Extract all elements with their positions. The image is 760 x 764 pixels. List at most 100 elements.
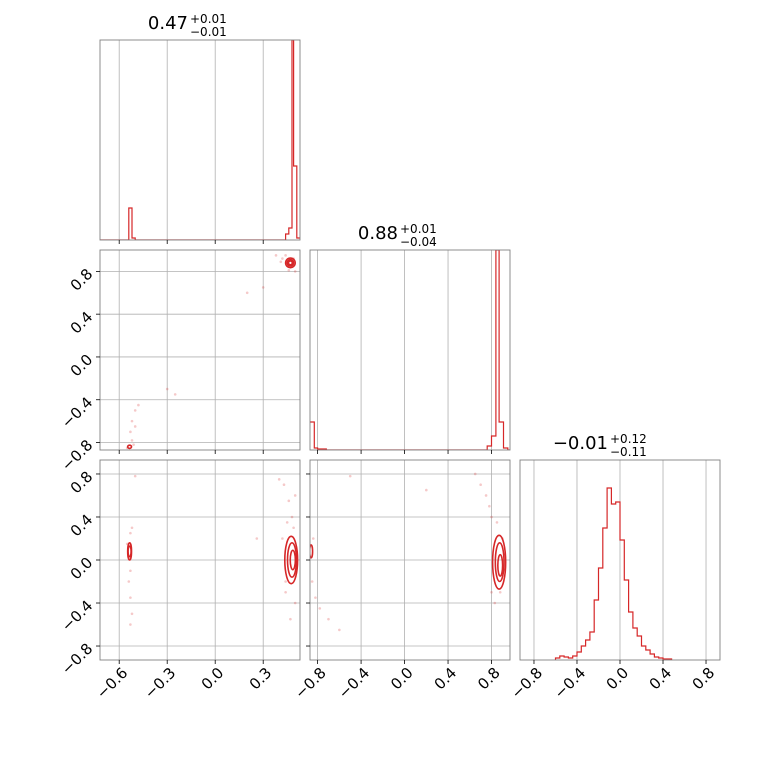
plot-area — [100, 40, 300, 240]
panel-frame — [99, 39, 301, 241]
sample-point — [281, 257, 284, 260]
x-tick-label: −0.3 — [141, 664, 179, 702]
sample-point — [293, 270, 297, 273]
density-contour — [494, 541, 505, 583]
sample-point — [293, 601, 297, 605]
plot-area — [125, 254, 297, 450]
title-lower-error: −0.04 — [400, 235, 437, 249]
sample-point — [173, 393, 177, 396]
sample-point — [245, 291, 249, 295]
density-contour — [284, 535, 299, 585]
plot-area — [310, 472, 507, 632]
y-tick-label: −0.8 — [58, 640, 96, 678]
y-tick-label: 0.8 — [67, 265, 97, 295]
y-tick-label: 0.4 — [67, 308, 97, 338]
sample-point — [129, 531, 132, 535]
sample-point — [473, 472, 477, 476]
histogram-step — [554, 487, 673, 660]
histogram-title: 0.47 +0.01−0.01 — [148, 12, 227, 39]
x-tick-label: −0.4 — [551, 664, 589, 702]
sample-point — [129, 430, 132, 434]
plot-area — [125, 474, 299, 626]
title-lower-error: −0.01 — [190, 25, 227, 39]
sample-point — [277, 478, 281, 481]
title-median: 0.88 — [358, 223, 398, 244]
x-tick-label: −0.4 — [335, 664, 373, 702]
sample-point — [287, 269, 291, 272]
sample-point — [165, 387, 169, 391]
y-tick-label: −0.4 — [58, 597, 96, 635]
histogram-step — [100, 40, 300, 240]
density-contour — [284, 257, 297, 269]
sample-point — [479, 483, 482, 487]
sample-point — [310, 580, 314, 583]
sample-point — [338, 628, 341, 632]
sample-point — [130, 439, 134, 442]
sample-point — [261, 286, 265, 289]
panel-scatter-1-0: −0.8 −0.4 0.0 0.4 0.8 — [58, 249, 301, 475]
sample-point — [318, 607, 322, 610]
sample-point — [129, 623, 132, 626]
sample-point — [495, 521, 499, 524]
sample-point — [490, 590, 493, 594]
y-tick-label: 0.0 — [67, 351, 97, 381]
panel-frame — [309, 249, 511, 451]
y-tick-label: −0.8 — [58, 436, 96, 474]
histogram-step — [310, 250, 510, 450]
sample-point — [129, 569, 132, 573]
sample-point — [137, 403, 140, 407]
density-contour — [310, 544, 314, 559]
sample-point — [132, 443, 135, 446]
sample-point — [292, 526, 295, 530]
sample-point — [498, 590, 502, 594]
sample-point — [255, 537, 259, 540]
sample-point — [284, 580, 287, 583]
x-tick-label: 0.0 — [603, 664, 633, 694]
density-contour — [497, 553, 504, 577]
sample-point — [284, 254, 287, 257]
sample-point — [130, 612, 134, 616]
sample-point — [133, 409, 137, 412]
sample-point — [293, 494, 297, 497]
sample-point — [130, 419, 134, 423]
sample-point — [284, 590, 287, 594]
density-contour — [286, 258, 295, 267]
sample-point — [493, 601, 497, 605]
sample-point — [289, 617, 292, 621]
density-contour — [127, 545, 132, 558]
x-tick-label: 0.3 — [246, 664, 276, 694]
x-tick-label: −0.6 — [93, 664, 131, 702]
plot-area — [554, 487, 673, 660]
density-contour — [287, 260, 294, 266]
panel-scatter-2-1: −0.8 −0.4 0.0 0.4 0.8 — [291, 459, 511, 702]
sample-point — [129, 596, 132, 599]
title-upper-error: +0.12 — [610, 432, 647, 446]
sample-point — [314, 596, 317, 599]
y-tick-label: −0.4 — [58, 393, 96, 431]
y-tick-label: 0.0 — [67, 554, 97, 584]
sample-point — [327, 617, 330, 621]
sample-point — [484, 494, 488, 497]
sample-point — [282, 483, 286, 487]
x-tick-label: 0.8 — [689, 664, 719, 694]
title-upper-error: +0.01 — [400, 222, 437, 236]
x-tick-label: −0.8 — [291, 664, 329, 702]
panel-hist-1: 0.88 +0.01−0.04 — [309, 222, 511, 454]
title-lower-error: −0.11 — [610, 445, 647, 459]
density-contour — [126, 444, 133, 450]
histogram-title: 0.88 +0.01−0.04 — [358, 222, 437, 249]
sample-point — [490, 515, 493, 519]
y-tick-label: 0.4 — [67, 511, 97, 541]
plot-area — [310, 250, 510, 450]
sample-point — [290, 515, 294, 519]
x-tick-label: 0.0 — [387, 664, 417, 694]
sample-point — [285, 521, 289, 524]
sample-point — [130, 526, 134, 530]
x-tick-label: 0.4 — [646, 664, 676, 694]
sample-point — [274, 254, 278, 257]
sample-point — [279, 260, 283, 264]
sample-point — [425, 488, 428, 492]
sample-point — [133, 474, 137, 478]
